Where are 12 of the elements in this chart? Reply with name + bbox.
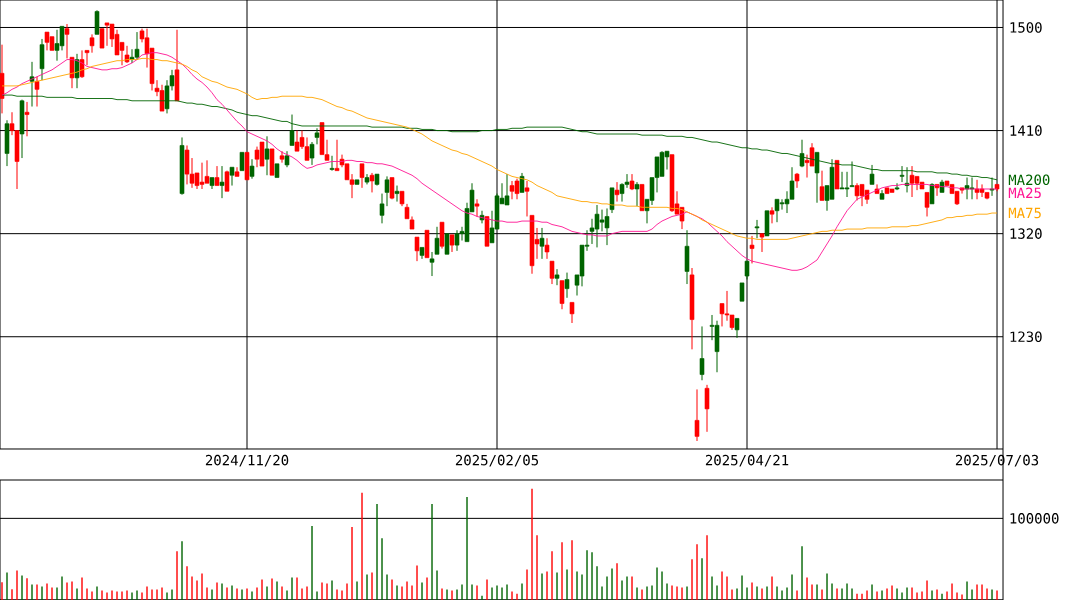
y-tick-label: 1410 — [1010, 125, 1042, 136]
series-label: MA75 — [1008, 207, 1041, 219]
series-label: MA200 — [1008, 174, 1050, 186]
y-tick-label: 100000 — [1010, 513, 1059, 524]
x-tick-label: 2025/02/05 — [455, 454, 539, 467]
y-tick-label: 1500 — [1010, 22, 1042, 33]
series-label: MA25 — [1008, 187, 1041, 199]
x-tick-label: 2025/07/03 — [955, 454, 1039, 467]
x-tick-label: 2025/04/21 — [705, 454, 789, 467]
y-tick-label: 1320 — [1010, 228, 1042, 239]
x-tick-label: 2024/11/20 — [205, 454, 289, 467]
y-tick-label: 1230 — [1010, 331, 1042, 343]
